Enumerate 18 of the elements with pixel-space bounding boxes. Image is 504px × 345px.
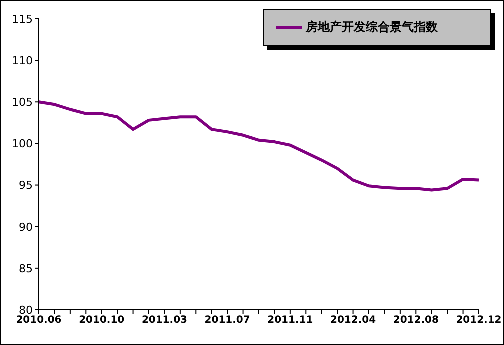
legend-label: 房地产开发综合景气指数: [306, 19, 438, 36]
y-tick-label: 110: [12, 54, 33, 68]
x-tick-label: 2011.03: [142, 315, 188, 326]
x-tick-label: 2012.12: [456, 315, 502, 326]
y-tick-label: 80: [19, 304, 33, 317]
x-tick-label: 2011.11: [268, 315, 314, 326]
x-tick-label: 2010.06: [16, 315, 62, 326]
x-tick-label: 2011.07: [204, 315, 250, 326]
line-series: [38, 100, 480, 192]
x-tick-label: 2012.08: [393, 315, 439, 326]
x-tick-label: 2012.04: [330, 315, 376, 326]
y-tick-label: 115: [12, 12, 33, 26]
y-tick-label: 90: [19, 220, 33, 234]
x-tick-label: 2010.10: [79, 315, 125, 326]
y-tick-label: 100: [12, 138, 33, 151]
y-tick-label: 105: [12, 96, 33, 110]
y-tick-label: 95: [19, 179, 33, 192]
y-tick-label: 85: [19, 262, 33, 276]
